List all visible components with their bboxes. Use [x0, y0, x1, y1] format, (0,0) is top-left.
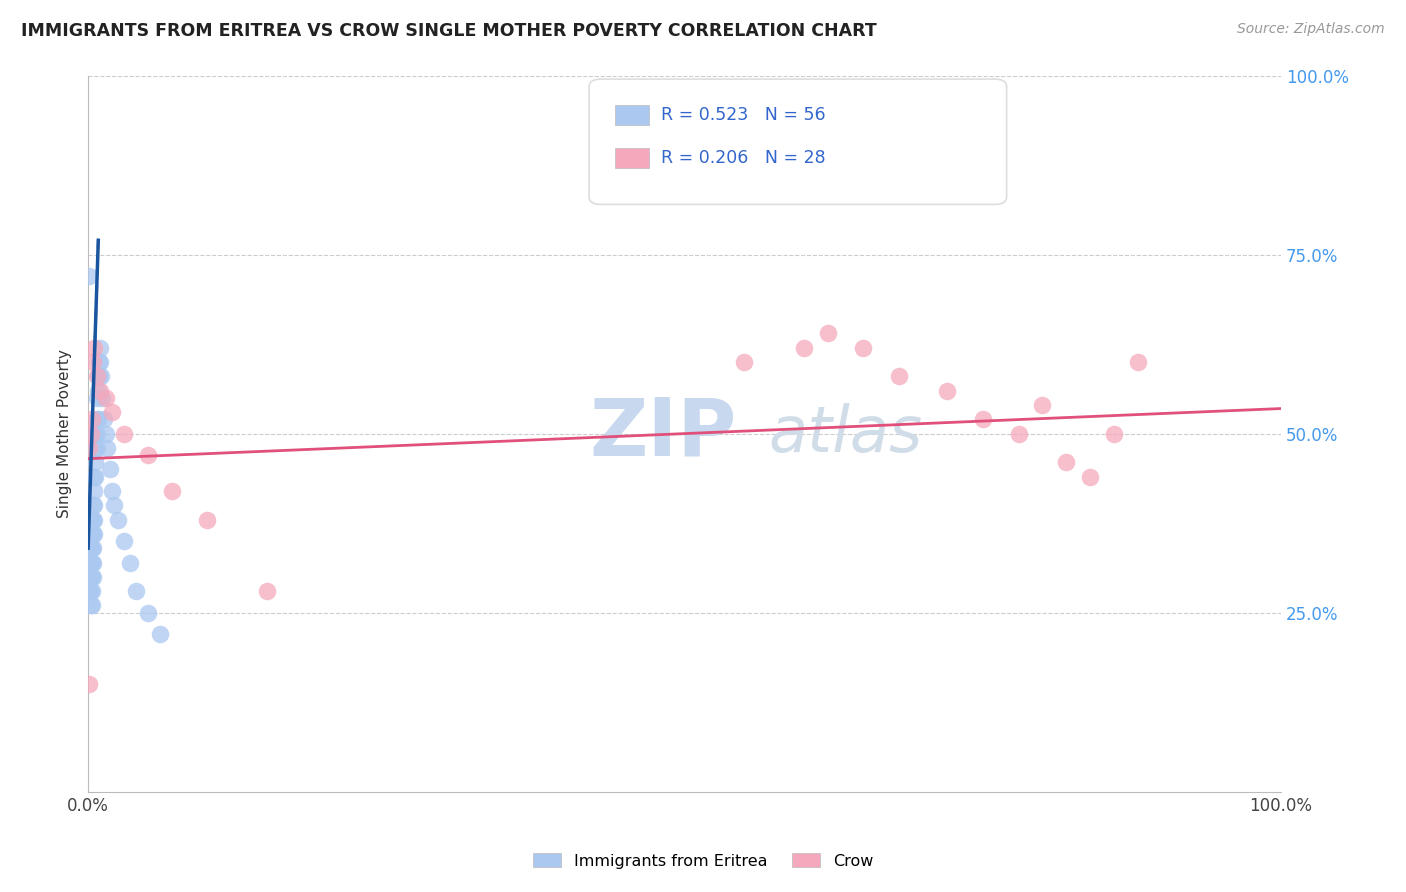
Point: [82, 498, 104, 512]
Text: ZIP: ZIP: [589, 394, 737, 473]
Point: [79, 541, 101, 556]
Point: [83, 469, 105, 483]
Point: [82, 512, 104, 526]
Point: [82, 355, 104, 369]
Point: [84, 426, 107, 441]
Point: [1102, 426, 1125, 441]
Text: IMMIGRANTS FROM ERITREA VS CROW SINGLE MOTHER POVERTY CORRELATION CHART: IMMIGRANTS FROM ERITREA VS CROW SINGLE M…: [21, 22, 877, 40]
Point: [1031, 398, 1053, 412]
Point: [82, 556, 104, 570]
Point: [87, 369, 110, 384]
Point: [80, 412, 103, 426]
Point: [972, 412, 994, 426]
Point: [118, 556, 141, 570]
Point: [84, 469, 107, 483]
Point: [84, 455, 107, 469]
Point: [79, 570, 101, 584]
Point: [79, 677, 101, 691]
Point: [79, 599, 101, 613]
Point: [1054, 455, 1077, 469]
Point: [96, 441, 118, 455]
Point: [82, 527, 104, 541]
Point: [86, 384, 108, 398]
Point: [149, 627, 172, 641]
Point: [112, 534, 135, 549]
Point: [1078, 469, 1101, 483]
Point: [136, 448, 159, 462]
Point: [94, 426, 117, 441]
Bar: [616, 148, 648, 168]
Point: [86, 391, 108, 405]
Point: [101, 405, 124, 419]
Point: [256, 584, 278, 599]
Point: [83, 341, 105, 355]
Point: [83, 512, 105, 526]
Point: [79, 426, 101, 441]
Y-axis label: Single Mother Poverty: Single Mother Poverty: [58, 349, 72, 518]
Point: [83, 483, 105, 498]
Point: [80, 527, 103, 541]
Point: [82, 570, 104, 584]
Point: [79, 584, 101, 599]
Point: [107, 512, 129, 526]
Point: [101, 483, 124, 498]
Point: [79, 584, 101, 599]
Point: [79, 268, 101, 283]
Point: [817, 326, 839, 341]
Point: [80, 570, 103, 584]
Point: [889, 369, 911, 384]
Point: [80, 556, 103, 570]
Point: [82, 541, 104, 556]
Point: [79, 556, 101, 570]
Point: [83, 527, 105, 541]
Point: [1126, 355, 1149, 369]
Point: [112, 426, 135, 441]
Point: [86, 369, 108, 384]
Point: [733, 355, 755, 369]
Text: Source: ZipAtlas.com: Source: ZipAtlas.com: [1237, 22, 1385, 37]
Point: [79, 556, 101, 570]
Point: [1007, 426, 1029, 441]
Point: [91, 391, 114, 405]
FancyBboxPatch shape: [589, 79, 1007, 204]
Point: [90, 369, 112, 384]
Point: [136, 606, 159, 620]
Point: [84, 441, 107, 455]
Point: [89, 341, 111, 355]
Point: [125, 584, 148, 599]
Point: [94, 391, 117, 405]
Point: [160, 483, 183, 498]
Point: [79, 441, 101, 455]
Bar: [616, 105, 648, 125]
Legend: Immigrants from Eritrea, Crow: Immigrants from Eritrea, Crow: [526, 847, 880, 875]
Point: [86, 412, 108, 426]
Point: [87, 355, 110, 369]
Point: [98, 462, 121, 476]
Point: [86, 412, 108, 426]
Point: [80, 512, 103, 526]
Point: [89, 355, 111, 369]
Point: [86, 441, 108, 455]
Point: [86, 426, 108, 441]
Point: [80, 599, 103, 613]
Point: [80, 541, 103, 556]
Point: [793, 341, 815, 355]
Point: [197, 512, 219, 526]
Point: [83, 498, 105, 512]
Text: atlas: atlas: [768, 402, 922, 465]
Text: R = 0.523   N = 56: R = 0.523 N = 56: [661, 106, 825, 124]
Point: [89, 384, 111, 398]
Point: [103, 498, 125, 512]
Point: [79, 570, 101, 584]
Point: [80, 584, 103, 599]
Point: [93, 412, 115, 426]
Point: [852, 341, 875, 355]
Point: [86, 369, 108, 384]
Point: [936, 384, 959, 398]
Text: R = 0.206   N = 28: R = 0.206 N = 28: [661, 149, 825, 167]
